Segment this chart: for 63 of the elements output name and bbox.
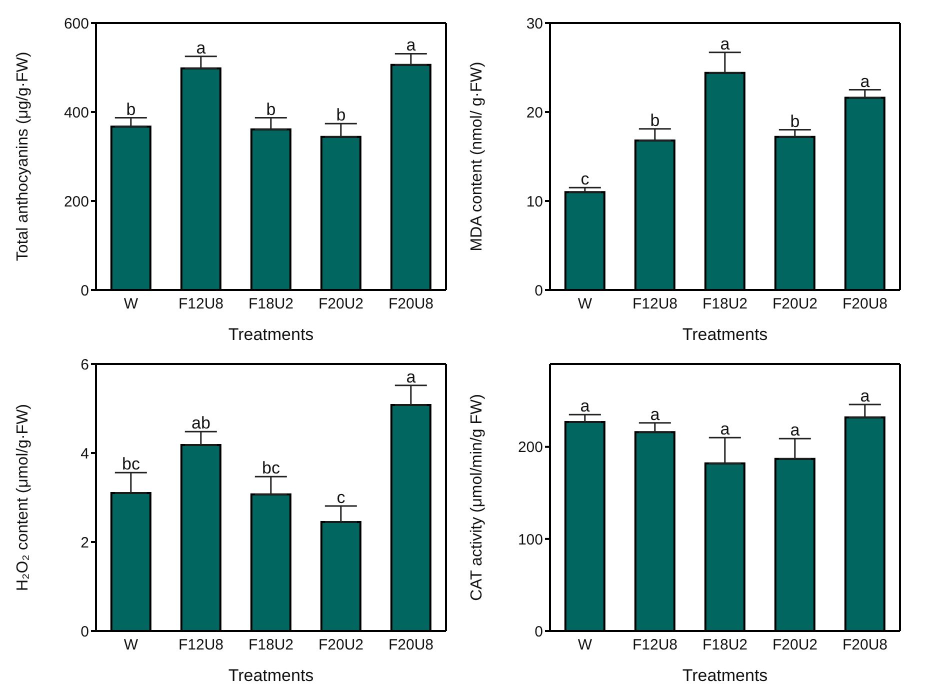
y-tick-label: 0 [534,623,543,640]
annotation: a [790,420,800,440]
y-tick-label: 0 [534,282,543,300]
x-tick-label: F18U2 [702,636,748,654]
y-tick-label: 400 [64,104,89,122]
annotation: ab [192,414,210,433]
x-tick-label: F20U8 [388,636,434,654]
y-tick-label: 0 [80,623,89,640]
annotation: b [266,100,276,119]
y-axis-title: H₂O₂ content (μmol/g·FW) [14,404,32,591]
y-tick-label: 100 [518,531,543,548]
annotation: b [126,100,136,119]
y-tick-label: 600 [64,15,89,32]
y-tick-label: 0 [80,282,89,300]
y-axis-title: MDA content (nmol/ g·FW) [468,62,486,252]
annotation: bc [122,454,140,474]
y-tick-label: 10 [526,193,543,210]
y-tick-label: 30 [526,15,543,32]
x-tick-label: F12U8 [632,296,678,313]
annotation: a [720,420,730,439]
y-tick-label: 200 [64,193,89,210]
annotation: a [650,404,660,424]
annotation: bc [262,458,280,478]
annotation: a [406,367,416,386]
annotation: a [406,36,416,55]
x-tick-label: F20U8 [842,636,888,654]
x-tick-label: F12U8 [632,636,678,654]
x-tick-label: F20U2 [318,296,364,313]
x-tick-label: F20U2 [772,636,818,654]
x-axis-title: Treatments [682,666,768,685]
annotation: b [790,112,800,131]
annotation: c [336,488,346,507]
x-tick-label: F18U2 [248,296,294,313]
annotation: a [196,38,206,58]
y-axis-title: Total anthocyanins (μg/g·FW) [14,52,32,262]
x-axis-title: Treatments [228,666,314,685]
y-axis-title: CAT activity (μmol/min/g FW) [468,394,486,601]
annotation: c [580,170,590,189]
x-tick-label: F20U2 [318,636,364,654]
x-tick-label: W [578,296,593,313]
x-tick-label: F18U2 [248,636,294,654]
y-tick-label: 2 [80,534,89,552]
annotation: b [336,106,346,125]
y-tick-label: 200 [518,439,543,456]
x-tick-label: W [578,636,593,654]
x-tick-label: F20U8 [842,296,888,313]
x-tick-label: F20U8 [388,296,434,313]
annotation: b [650,110,660,130]
annotation: a [860,72,870,91]
x-tick-label: F12U8 [178,296,224,313]
x-tick-label: W [124,636,139,654]
x-tick-label: F12U8 [178,636,224,654]
x-axis-title: Treatments [228,325,314,344]
x-tick-label: W [124,296,139,313]
annotation: a [720,34,730,54]
y-tick-label: 4 [80,445,89,462]
x-axis-title: Treatments [682,325,768,344]
y-tick-label: 6 [80,356,89,374]
annotation: a [580,396,590,416]
x-tick-label: F18U2 [702,296,748,313]
x-tick-label: F20U2 [772,296,818,313]
annotation: a [860,386,870,406]
y-tick-label: 20 [526,104,543,122]
